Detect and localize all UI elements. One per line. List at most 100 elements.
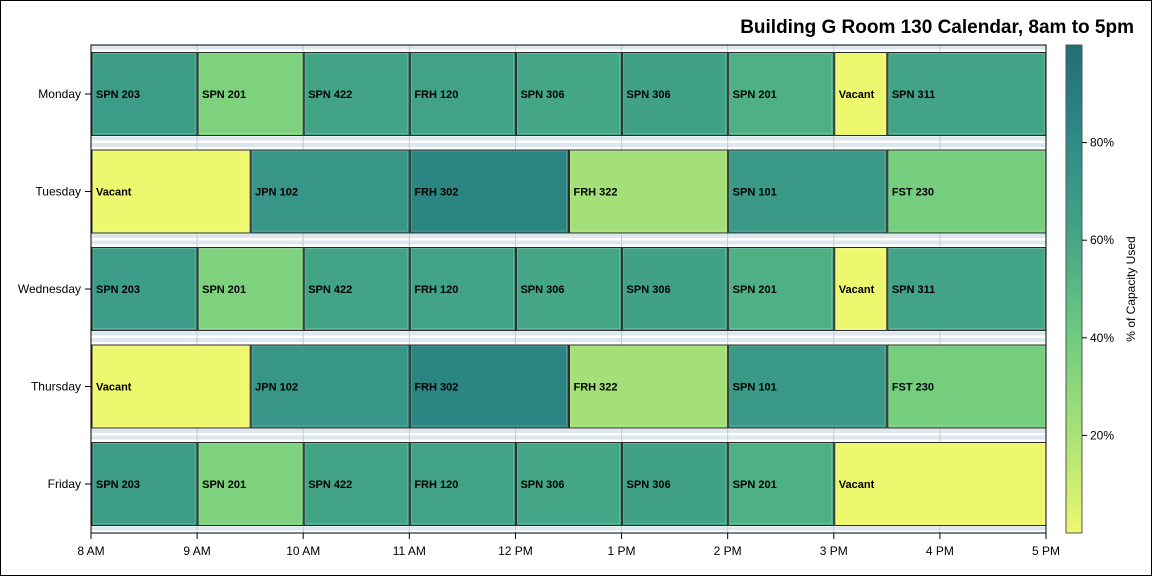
session-block[interactable]: SPN 306 [622,442,729,526]
session-block[interactable]: SPN 201 [197,52,304,136]
session-block[interactable]: FRH 302 [409,344,570,429]
session-bar[interactable] [728,442,835,526]
row-gap-band [91,143,1046,147]
row-gap-band [91,136,1046,141]
session-block[interactable]: JPN 102 [250,344,410,429]
session-bar[interactable] [91,149,251,234]
session-block[interactable]: Vacant [834,247,888,331]
session-bar[interactable] [197,442,304,526]
session-bar[interactable] [728,247,835,331]
session-bar[interactable] [515,247,623,331]
session-bar-bevel [251,150,408,232]
session-bar[interactable] [409,247,516,331]
session-bar[interactable] [409,52,516,136]
session-bar[interactable] [250,149,410,234]
session-block[interactable]: SPN 201 [728,442,835,526]
x-tick-label: 8 AM [77,544,104,558]
session-bar-bevel [304,53,408,134]
session-bar[interactable] [887,344,1047,429]
session-block[interactable]: Vacant [91,344,251,429]
session-bar[interactable] [515,442,623,526]
session-block[interactable]: SPN 201 [197,442,304,526]
session-bar[interactable] [91,52,198,136]
session-block[interactable]: FRH 120 [409,442,516,526]
session-bar[interactable] [887,247,1047,331]
session-label: SPN 203 [96,479,140,491]
session-bar[interactable] [834,247,888,331]
session-block[interactable]: SPN 306 [515,52,623,136]
session-label: SPN 306 [627,284,671,296]
row-gap-band [91,338,1046,342]
session-block[interactable]: SPN 203 [91,52,198,136]
colorbar-tick-label: 20% [1090,428,1114,442]
session-bar[interactable] [887,149,1047,234]
chart-title: Building G Room 130 Calendar, 8am to 5pm [740,17,1134,38]
x-tick-label: 2 PM [714,544,742,558]
y-tick-label: Wednesday [18,282,81,296]
session-bar-bevel [729,150,886,232]
session-block[interactable]: SPN 101 [728,344,888,429]
session-label: FRH 322 [574,382,618,394]
session-block[interactable]: SPN 201 [728,52,835,136]
session-bar[interactable] [303,442,410,526]
session-bar[interactable] [622,52,729,136]
session-bar[interactable] [834,52,888,136]
session-bar[interactable] [728,344,888,429]
session-block[interactable]: FST 230 [887,344,1047,429]
session-block[interactable]: SPN 311 [887,247,1047,331]
session-block[interactable]: SPN 311 [887,52,1047,136]
session-block[interactable]: SPN 203 [91,247,198,331]
session-block[interactable]: Vacant [834,52,888,136]
session-block[interactable]: SPN 422 [303,247,410,331]
session-label: SPN 422 [308,284,352,296]
session-block[interactable]: FRH 322 [569,149,729,234]
session-block[interactable]: FRH 322 [569,344,729,429]
session-bar[interactable] [91,247,198,331]
session-block[interactable]: FST 230 [887,149,1047,234]
axes-layer: 8 AM 9 AM 10 AM 11 AM 12 PM 1 PM 2 PM 3 PM 4 PM 5… [18,44,1060,558]
session-bar[interactable] [834,442,1047,526]
session-bar[interactable] [569,344,729,429]
session-block[interactable]: SPN 201 [197,247,304,331]
session-bar-bevel [410,443,514,524]
session-block[interactable]: SPN 306 [622,52,729,136]
session-label: JPN 102 [255,187,298,199]
session-bar[interactable] [91,344,251,429]
session-bar[interactable] [728,149,888,234]
session-bar[interactable] [91,442,198,526]
session-bar[interactable] [409,442,516,526]
session-bar[interactable] [250,344,410,429]
session-block[interactable]: SPN 306 [515,442,623,526]
session-block[interactable]: SPN 101 [728,149,888,234]
session-block[interactable]: Vacant [91,149,251,234]
session-bar[interactable] [303,247,410,331]
row-gap-band [91,435,1046,440]
session-block[interactable]: FRH 302 [409,149,570,234]
session-bar[interactable] [728,52,835,136]
bars-layer: SPN 203 SPN 201 SPN 422 FRH 120 SPN 306 SPN 3… [91,52,1047,526]
session-bar-bevel [304,248,408,329]
session-block[interactable]: FRH 120 [409,247,516,331]
session-block[interactable]: SPN 201 [728,247,835,331]
session-block[interactable]: SPN 422 [303,442,410,526]
session-block[interactable]: SPN 422 [303,52,410,136]
session-bar[interactable] [515,52,623,136]
session-bar[interactable] [622,442,729,526]
session-bar[interactable] [409,149,570,234]
session-bar[interactable] [409,344,570,429]
session-label: SPN 422 [308,89,352,101]
session-block[interactable]: JPN 102 [250,149,410,234]
session-block[interactable]: SPN 306 [622,247,729,331]
session-bar[interactable] [887,52,1047,136]
session-bar[interactable] [569,149,729,234]
session-block[interactable]: SPN 203 [91,442,198,526]
session-block[interactable]: SPN 306 [515,247,623,331]
session-bar[interactable] [197,247,304,331]
session-bar-bevel [410,345,568,427]
session-block[interactable]: Vacant [834,442,1047,526]
session-bar[interactable] [622,247,729,331]
session-bar[interactable] [303,52,410,136]
session-bar[interactable] [197,52,304,136]
session-block[interactable]: FRH 120 [409,52,516,136]
